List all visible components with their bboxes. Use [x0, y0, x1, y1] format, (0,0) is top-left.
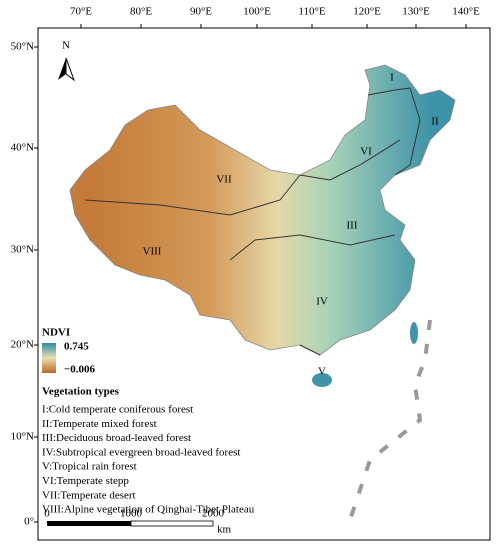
longitude-label: 140°E	[452, 6, 480, 18]
region-label: V	[318, 366, 326, 378]
vegetation-item: VII:Temperate desert	[42, 489, 136, 501]
south-sea-line	[348, 319, 432, 521]
latitude-label: 20°N	[11, 339, 34, 351]
latitude-label: 10°N	[11, 431, 34, 443]
vegetation-item: VIII:Alpine vegetation of Qinghai-Tibet …	[42, 504, 255, 516]
scale-bar-white	[130, 520, 214, 527]
vegetation-item: IV:Subtropical evergreen broad-leaved fo…	[42, 446, 240, 458]
region-label: II	[431, 116, 439, 128]
north-label: N	[62, 40, 70, 52]
legend-min: −0.006	[64, 364, 96, 376]
longitude-label: 130°E	[402, 6, 430, 18]
vegetation-item: III:Deciduous broad-leaved forest	[42, 432, 191, 444]
legend-max: 0.745	[64, 341, 89, 353]
scale-label: 2000	[202, 508, 225, 520]
region-label: III	[347, 220, 358, 232]
scale-label: 0	[44, 508, 50, 520]
frame	[37, 27, 491, 541]
vegetation-item: I:Cold temperate coniferous forest	[42, 404, 193, 416]
longitude-label: 120°E	[353, 6, 381, 18]
region-label: I	[390, 72, 394, 84]
latitude-label: 0°	[24, 516, 34, 528]
latitude-label: 50°N	[11, 41, 34, 53]
zone-boundaries	[84, 87, 421, 356]
taiwan	[410, 322, 418, 344]
vegetation-title: Vegetation types	[42, 386, 120, 398]
north-arrow	[58, 57, 76, 82]
region-label: VIII	[143, 246, 162, 258]
longitude-label: 70°E	[70, 6, 92, 18]
scale-bar-black	[47, 521, 131, 526]
latitude-label: 30°N	[11, 244, 34, 256]
latitude-label: 40°N	[11, 142, 34, 154]
longitude-label: 110°E	[298, 6, 325, 18]
longitude-label: 80°E	[130, 6, 152, 18]
region-label: VI	[360, 146, 372, 158]
scale-label: 1000	[120, 508, 143, 520]
legend-title: NDVI	[42, 327, 70, 339]
china-land	[69, 64, 456, 356]
hainan	[312, 373, 332, 387]
vegetation-item: V:Tropical rain forest	[42, 461, 137, 473]
longitude-label: 90°E	[190, 6, 212, 18]
longitude-label: 100°E	[243, 6, 271, 18]
vegetation-item: II:Temperate mixed forest	[42, 418, 157, 430]
ndvi-colorbar	[42, 343, 56, 373]
region-label: VII	[216, 174, 232, 186]
region-label: IV	[316, 296, 328, 308]
vegetation-item: VI:Temperate stepp	[42, 475, 129, 487]
scale-unit: km	[217, 524, 232, 536]
